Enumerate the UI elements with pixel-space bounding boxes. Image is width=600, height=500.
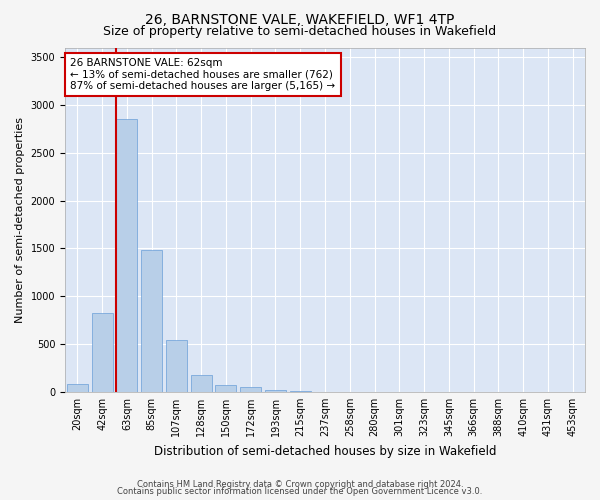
Text: Contains HM Land Registry data © Crown copyright and database right 2024.: Contains HM Land Registry data © Crown c… bbox=[137, 480, 463, 489]
Bar bbox=[191, 374, 212, 392]
X-axis label: Distribution of semi-detached houses by size in Wakefield: Distribution of semi-detached houses by … bbox=[154, 444, 496, 458]
Bar bbox=[166, 340, 187, 392]
Text: 26 BARNSTONE VALE: 62sqm
← 13% of semi-detached houses are smaller (762)
87% of : 26 BARNSTONE VALE: 62sqm ← 13% of semi-d… bbox=[70, 58, 335, 91]
Bar bbox=[290, 391, 311, 392]
Bar bbox=[265, 390, 286, 392]
Bar bbox=[92, 314, 113, 392]
Text: Size of property relative to semi-detached houses in Wakefield: Size of property relative to semi-detach… bbox=[103, 25, 497, 38]
Text: 26, BARNSTONE VALE, WAKEFIELD, WF1 4TP: 26, BARNSTONE VALE, WAKEFIELD, WF1 4TP bbox=[145, 12, 455, 26]
Bar bbox=[141, 250, 162, 392]
Bar bbox=[240, 387, 261, 392]
Bar bbox=[116, 120, 137, 392]
Bar bbox=[67, 384, 88, 392]
Text: Contains public sector information licensed under the Open Government Licence v3: Contains public sector information licen… bbox=[118, 487, 482, 496]
Bar bbox=[215, 385, 236, 392]
Y-axis label: Number of semi-detached properties: Number of semi-detached properties bbox=[15, 116, 25, 322]
